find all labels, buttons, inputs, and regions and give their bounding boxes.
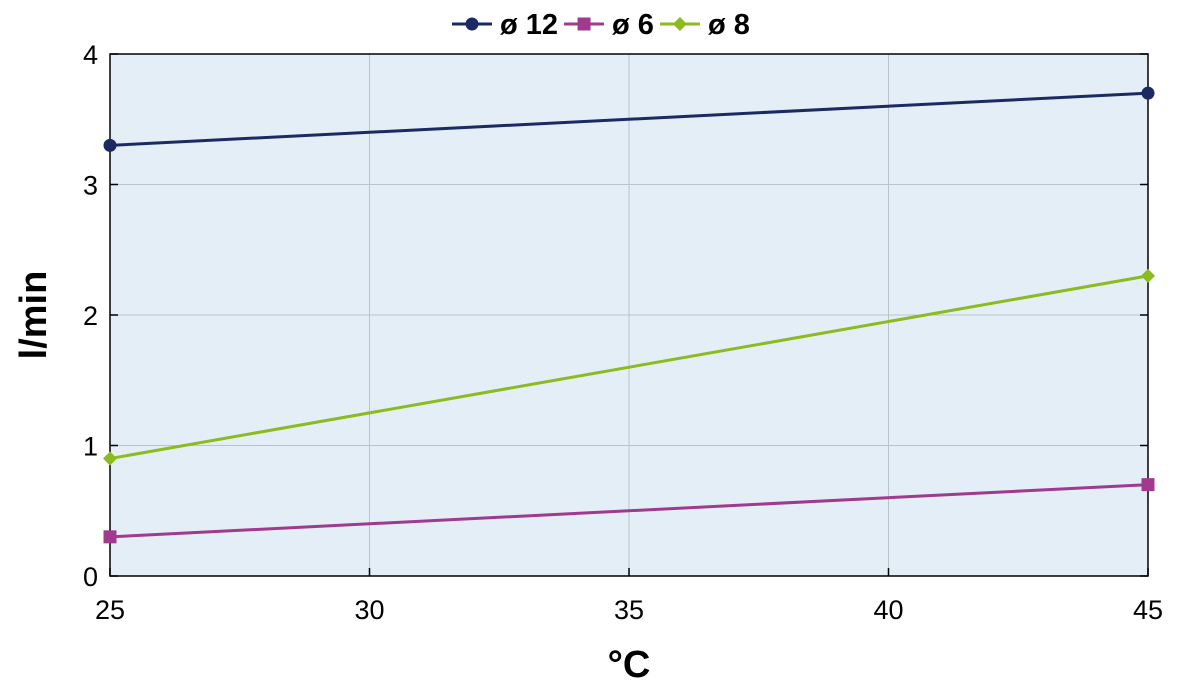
data-point xyxy=(1141,478,1155,492)
data-point xyxy=(103,451,117,466)
series-line xyxy=(109,483,1149,539)
x-axis-title: °C xyxy=(608,644,651,684)
y-tick-label: 3 xyxy=(83,171,98,201)
legend-label: ø 12 xyxy=(500,9,558,41)
legend-marker xyxy=(577,17,591,31)
x-tick-label: 35 xyxy=(614,595,644,625)
data-point xyxy=(1141,268,1155,283)
y-tick-label: 1 xyxy=(83,432,98,462)
y-axis-title: l/min xyxy=(13,271,55,360)
x-tick-label: 25 xyxy=(95,595,125,625)
series-line xyxy=(109,274,1149,461)
y-tick-label: 2 xyxy=(83,301,98,331)
data-point xyxy=(103,530,117,544)
axis-ticks: 25 30 35 40 45 0 1 2 3 4 xyxy=(83,40,1163,625)
legend-label: ø 6 xyxy=(612,9,654,41)
series-line xyxy=(109,91,1149,147)
y-tick-label: 0 xyxy=(83,562,98,592)
legend-label: ø 8 xyxy=(708,9,750,41)
x-tick-label: 30 xyxy=(354,595,384,625)
x-tick-label: 45 xyxy=(1133,595,1163,625)
legend-marker xyxy=(672,17,687,31)
series xyxy=(103,86,1155,544)
grid xyxy=(110,54,1148,576)
y-tick-label: 4 xyxy=(83,40,98,70)
data-point xyxy=(1141,86,1155,100)
legend: ø 12 ø 6 ø 8 xyxy=(452,9,750,41)
data-point xyxy=(103,138,117,152)
legend-marker xyxy=(465,17,479,31)
x-tick-label: 40 xyxy=(873,595,903,625)
